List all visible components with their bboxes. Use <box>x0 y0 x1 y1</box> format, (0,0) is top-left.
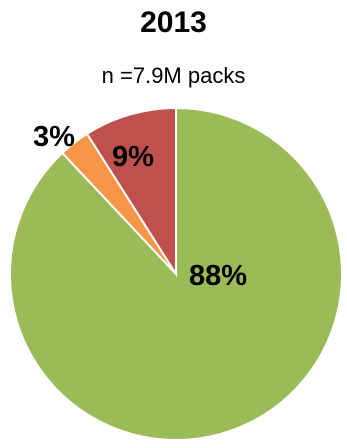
slice-label-88pct: 88% <box>189 260 247 292</box>
chart-subtitle: n =7.9M packs <box>101 63 246 88</box>
pie-slice-9pct <box>85 106 177 278</box>
slice-label-9pct: 9% <box>112 141 154 173</box>
chart-title: 2013 <box>140 6 207 39</box>
slice-label-3pct: 3% <box>33 121 75 153</box>
pie-labels: 88% 3% 9% <box>33 121 247 292</box>
pie-slices <box>9 106 343 441</box>
